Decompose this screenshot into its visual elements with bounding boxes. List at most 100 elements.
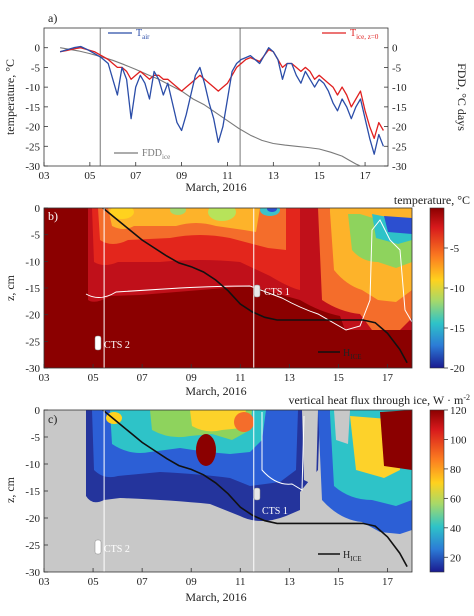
ice-thickness-line bbox=[102, 410, 408, 567]
x-tick-label: 07 bbox=[137, 576, 149, 588]
x-tick-label: 09 bbox=[176, 170, 188, 182]
y-tick-label: -10 bbox=[25, 459, 40, 471]
y-tick-label: 0 bbox=[35, 203, 41, 215]
field-c-orange bbox=[234, 412, 254, 432]
y-tick-label: -15 bbox=[25, 283, 40, 295]
y-tick-label: 0 bbox=[35, 405, 41, 417]
x-tick-label: 09 bbox=[186, 576, 198, 588]
y-tick-label: -20 bbox=[25, 513, 40, 525]
field-b-right-blue bbox=[384, 216, 412, 234]
colorbar-tick-label: -15 bbox=[450, 323, 465, 335]
colorbar-tick-label: 60 bbox=[450, 493, 462, 505]
x-tick-label: 03 bbox=[39, 170, 51, 182]
cts2-marker-c bbox=[94, 539, 102, 555]
y-tick-label: -10 bbox=[25, 256, 40, 268]
x-tick-label: 13 bbox=[268, 170, 280, 182]
panel-c-hice bbox=[102, 410, 408, 567]
legend-label: Tair bbox=[136, 28, 150, 41]
colorbar-tick-label: 20 bbox=[450, 552, 462, 564]
series-fdd bbox=[60, 47, 362, 166]
panel-c-xlabel: March, 2016 bbox=[185, 590, 246, 604]
panel-b-xlabel: March, 2016 bbox=[185, 384, 246, 398]
field-c-darkred bbox=[196, 434, 216, 466]
field-c-right-darkred bbox=[380, 410, 412, 470]
x-tick-label: 11 bbox=[235, 576, 246, 588]
y-tick-label: -20 bbox=[25, 122, 40, 134]
field-c-gap-2 bbox=[334, 410, 350, 444]
panel-b-tag: b) bbox=[48, 209, 58, 223]
y-tick-label: -20 bbox=[25, 310, 40, 322]
y-right-tick-label: -5 bbox=[392, 62, 402, 74]
colorbar-tick-label: 80 bbox=[450, 464, 462, 476]
x-tick-label: 17 bbox=[382, 372, 394, 384]
hice-legend-label-b: HICE bbox=[343, 348, 362, 361]
x-tick-label: 11 bbox=[222, 170, 233, 182]
y-tick-label: -25 bbox=[25, 336, 40, 348]
panel-a-frame bbox=[43, 27, 389, 167]
y-right-tick-label: -25 bbox=[392, 141, 407, 153]
panel-a-ticks: 03 05 07 09 11 13 15 17 0 -5 -10 -15 -20 -25 -30 0 -5 -10… bbox=[25, 43, 407, 182]
x-tick-label: 15 bbox=[333, 372, 345, 384]
x-tick-label: 05 bbox=[88, 372, 100, 384]
y-right-tick-label: -10 bbox=[392, 82, 407, 94]
y-tick-label: -15 bbox=[25, 102, 40, 114]
panel-a-ylabel-right: FDD, °C days bbox=[455, 63, 469, 131]
y-tick-label: -30 bbox=[25, 363, 40, 375]
field-c-gap bbox=[302, 410, 318, 486]
y-right-tick-label: -30 bbox=[392, 161, 407, 173]
colorbar-tick-label: 100 bbox=[450, 434, 467, 446]
x-tick-label: 03 bbox=[39, 372, 51, 384]
cts1-label-c: CTS 1 bbox=[262, 506, 288, 517]
x-tick-label: 07 bbox=[130, 170, 142, 182]
y-tick-label: -25 bbox=[25, 540, 40, 552]
panel-c-ylabel: z, cm bbox=[3, 476, 17, 503]
x-tick-label: 13 bbox=[284, 576, 296, 588]
y-tick-label: 0 bbox=[35, 43, 41, 55]
x-tick-label: 05 bbox=[84, 170, 96, 182]
panel-b-ticks: 03 05 07 09 11 13 15 17 0 -5 -10 -15 -20 -25 -30 bbox=[25, 203, 393, 384]
x-tick-label: 17 bbox=[382, 576, 394, 588]
field-b-green-1 bbox=[208, 208, 236, 221]
y-tick-label: -15 bbox=[25, 486, 40, 498]
panel-c-tag: c) bbox=[48, 412, 57, 426]
ice-thickness-line bbox=[102, 208, 408, 364]
cts2-label-c: CTS 2 bbox=[104, 544, 130, 555]
panel-a-tag: a) bbox=[48, 11, 57, 25]
colorbar-tick-label: -10 bbox=[450, 283, 465, 295]
colorbar-b bbox=[429, 207, 445, 369]
panel-c-ticks: 03 05 07 09 11 13 15 17 0 -5 -10 -15 -20 -25 -30 bbox=[25, 405, 393, 588]
field-c-surface-white bbox=[261, 412, 305, 491]
field-c-yellow bbox=[190, 410, 246, 432]
y-right-tick-label: -15 bbox=[392, 102, 407, 114]
colorbar-tick-label: -5 bbox=[450, 243, 460, 255]
x-tick-label: 13 bbox=[284, 372, 296, 384]
field-b-surface-white bbox=[85, 219, 412, 331]
panel-c-field bbox=[86, 410, 412, 534]
y-tick-label: -10 bbox=[25, 82, 40, 94]
y-right-tick-label: 0 bbox=[392, 43, 398, 55]
colorbar-b-ticks: -5 -10 -15 -20 bbox=[444, 243, 465, 375]
x-tick-label: 17 bbox=[360, 170, 372, 182]
panel-a: a) 03 05 07 09 11 13 15 17 0 -5 -10 -15 -20 -25 -30 0 -5… bbox=[3, 11, 469, 194]
x-tick-label: 11 bbox=[235, 372, 246, 384]
cts1-marker-c bbox=[253, 487, 261, 501]
colorbar-tick-label: 120 bbox=[450, 405, 467, 417]
panel-b-hice bbox=[102, 208, 408, 364]
legend-label: Tice, z=0 bbox=[350, 28, 379, 41]
panel-c: c) 03 05 07 09 11 13 15 17 0 -5 -10 -15 -20 -25 -30 CT… bbox=[3, 393, 470, 604]
x-tick-label: 07 bbox=[137, 372, 149, 384]
y-tick-label: -5 bbox=[31, 230, 41, 242]
cts2-label-b: CTS 2 bbox=[104, 340, 130, 351]
colorbar-c bbox=[429, 409, 445, 573]
panel-a-ylabel: temperature, °C bbox=[3, 59, 17, 135]
y-tick-label: -5 bbox=[31, 432, 41, 444]
colorbar-tick-label: -20 bbox=[450, 363, 465, 375]
colorbar-tick-label: 40 bbox=[450, 523, 462, 535]
x-tick-label: 15 bbox=[314, 170, 326, 182]
panel-b: b) 03 05 07 09 11 13 15 17 0 -5 -10 -15 -20 -25 -30 CT… bbox=[3, 193, 470, 398]
field-b-blue-1 bbox=[267, 208, 277, 212]
panel-b-field bbox=[85, 208, 412, 331]
y-tick-label: -30 bbox=[25, 567, 40, 579]
colorbar-c-label: vertical heat flux through ice, W · m-2 bbox=[288, 393, 470, 407]
